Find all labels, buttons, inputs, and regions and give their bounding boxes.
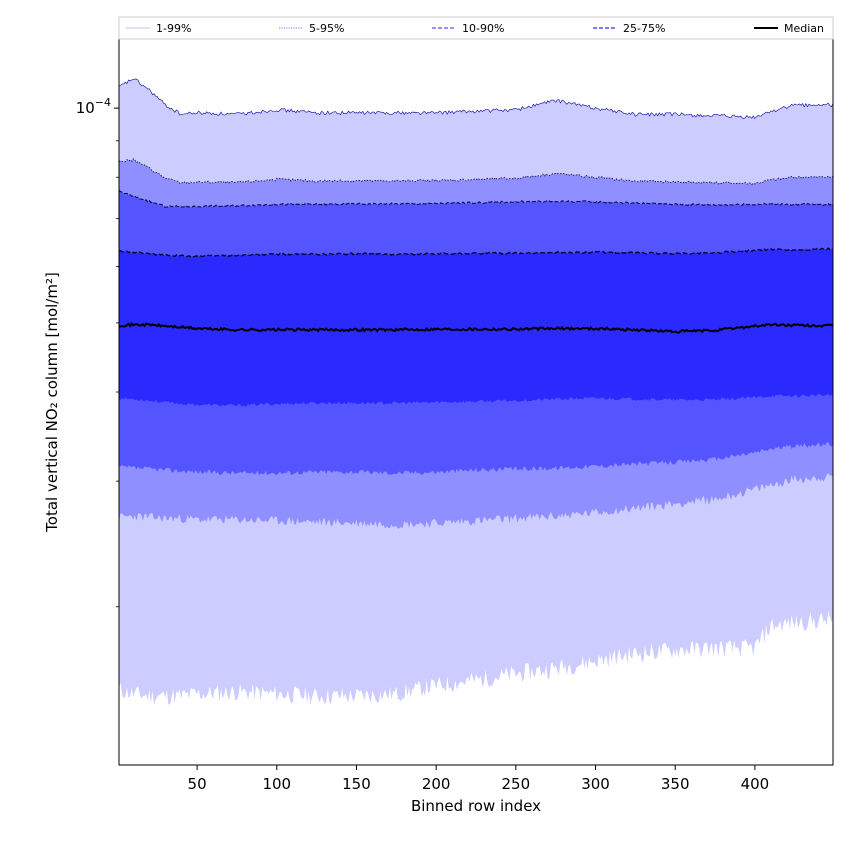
legend-label-5-95: 5-95% <box>309 22 344 35</box>
legend: 1-99% 5-95% 10-90% 25-75% Median <box>118 16 834 40</box>
legend-label-10-90: 10-90% <box>462 22 504 35</box>
x-axis: 50 100 150 200 250 300 350 400 <box>188 765 770 793</box>
x-tick-label-100: 100 <box>262 775 291 793</box>
x-tick-label-200: 200 <box>422 775 451 793</box>
line-10-90-upper <box>118 189 834 208</box>
legend-label-25-75: 25-75% <box>623 22 665 35</box>
legend-label-1-99: 1-99% <box>156 22 191 35</box>
plot-area <box>118 78 834 705</box>
line-1-99-upper <box>118 78 834 119</box>
line-median <box>118 321 834 334</box>
legend-label-median: Median <box>784 22 824 35</box>
line-5-95-upper <box>118 158 834 185</box>
x-axis-label: Binned row index <box>411 797 541 815</box>
x-tick-label-350: 350 <box>661 775 690 793</box>
y-tick-label-major: 10−4 <box>76 96 111 117</box>
legend-box <box>118 16 834 40</box>
x-tick-label-300: 300 <box>581 775 610 793</box>
y-axis: 10−4 <box>76 96 119 608</box>
x-tick-label-400: 400 <box>741 775 770 793</box>
y-axis-label: Total vertical NO₂ column [mol/m²] <box>43 272 61 533</box>
x-tick-label-250: 250 <box>502 775 531 793</box>
x-tick-label-50: 50 <box>188 775 207 793</box>
x-tick-label-150: 150 <box>342 775 371 793</box>
band-25-75 <box>119 248 833 407</box>
line-25-75-upper <box>118 247 834 258</box>
